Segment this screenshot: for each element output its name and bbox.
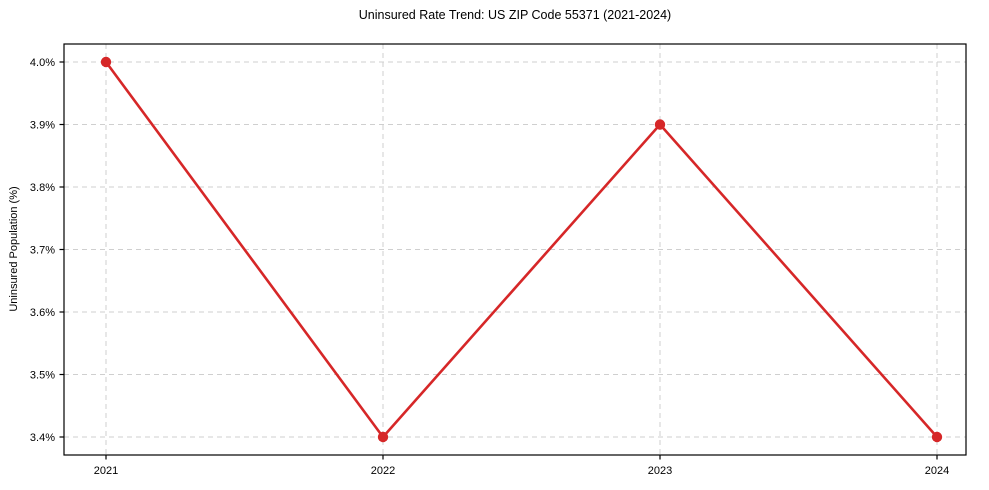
y-tick-label: 3.4% [30, 432, 55, 444]
x-tick-label: 2022 [371, 465, 395, 477]
y-tick-label: 3.6% [30, 307, 55, 319]
data-point-marker [931, 431, 943, 443]
y-tick-label: 3.9% [30, 120, 55, 132]
series-line [104, 60, 939, 439]
data-point-marker [100, 56, 112, 68]
data-point-marker [377, 431, 389, 443]
data-point-marker [654, 119, 666, 130]
y-tick-label: 3.7% [30, 245, 55, 257]
y-tick-label: 3.5% [30, 370, 55, 382]
y-tick-label: 4.0% [30, 57, 55, 69]
x-tick-label: 2021 [94, 465, 118, 477]
x-tick-label: 2024 [925, 465, 949, 477]
x-tick-label: 2023 [648, 465, 672, 477]
y-tick-label: 3.8% [30, 182, 55, 194]
chart-title: Uninsured Rate Trend: US ZIP Code 55371 … [358, 8, 672, 22]
